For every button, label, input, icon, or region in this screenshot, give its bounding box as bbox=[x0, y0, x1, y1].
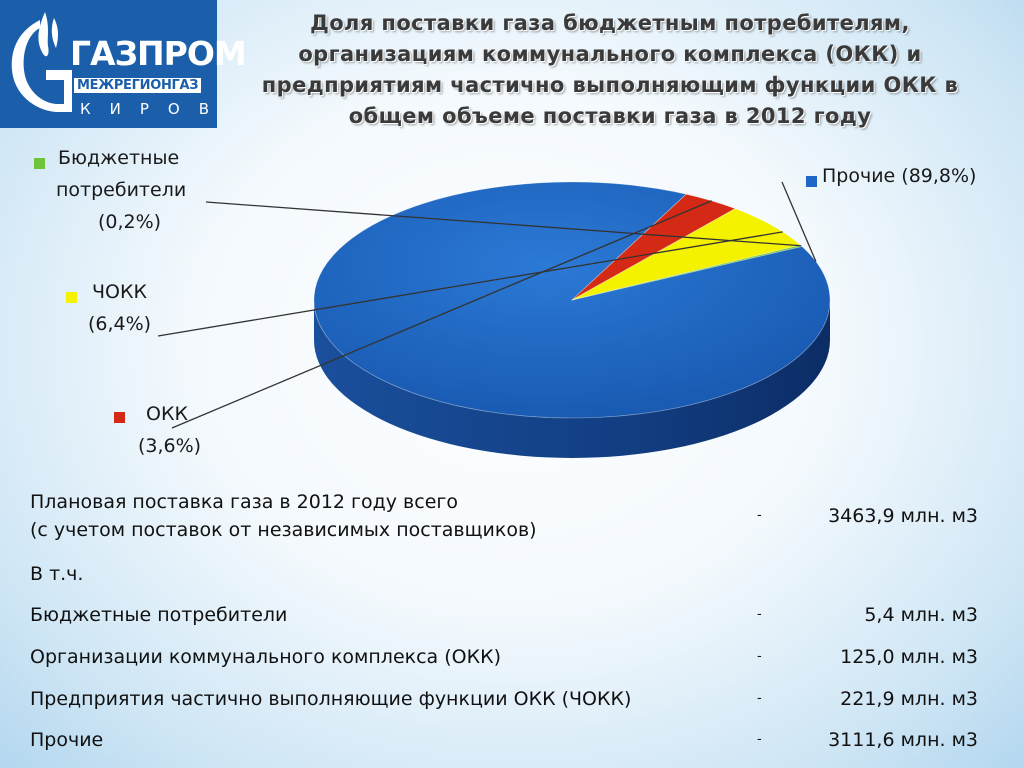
legend-label: потребители bbox=[56, 179, 186, 201]
legend-label: ЧОКК bbox=[92, 281, 147, 303]
row-label-line: Предприятия частично выполняющие функции… bbox=[30, 688, 632, 710]
legend-label: (3,6%) bbox=[138, 435, 201, 457]
company-logo: ГАЗПРОМ МЕЖРЕГИОНГАЗ КИРОВ bbox=[0, 0, 247, 128]
leader-line bbox=[205, 201, 802, 247]
legend-swatch bbox=[34, 158, 45, 169]
legend-swatch bbox=[66, 292, 77, 303]
row-label-line: Прочие bbox=[30, 729, 104, 751]
legend-swatch bbox=[806, 176, 817, 187]
page-title: Доля поставки газа бюджетным потребителя… bbox=[235, 8, 985, 132]
logo-brand: ГАЗПРОМ bbox=[70, 34, 247, 73]
row-dash: - bbox=[757, 649, 762, 664]
legend-group: Прочие (89,8%) Бюджетные потребители (0,2%)… bbox=[34, 147, 976, 457]
legend-label: ОКК bbox=[146, 403, 188, 425]
pie-slice bbox=[313, 181, 831, 419]
row-dash: - bbox=[757, 607, 762, 622]
flame-logo-icon bbox=[11, 12, 72, 112]
row-value: 3463,9 млн. м3 bbox=[828, 505, 978, 527]
logo-city: КИРОВ bbox=[80, 100, 229, 118]
legend-swatch bbox=[114, 412, 125, 423]
row-label-line: (с учетом поставок от независимых постав… bbox=[30, 519, 537, 541]
legend-label: Прочие (89,8%) bbox=[822, 165, 976, 187]
row-label: Бюджетные потребители bbox=[30, 601, 287, 629]
row-value: 221,9 млн. м3 bbox=[840, 688, 978, 710]
title-line: Доля поставки газа бюджетным потребителя… bbox=[310, 11, 910, 35]
legend-label: Бюджетные bbox=[58, 147, 179, 169]
row-label-line: Организации коммунального комплекса (ОКК… bbox=[30, 646, 501, 668]
title-line: общем объеме поставки газа в 2012 году bbox=[348, 104, 872, 128]
leader-line bbox=[781, 181, 817, 262]
row-dash: - bbox=[757, 732, 762, 747]
row-label-line: В т.ч. bbox=[30, 563, 84, 585]
title-line: предприятиям частично выполняющим функци… bbox=[261, 73, 959, 97]
row-dash: - bbox=[757, 691, 762, 706]
row-label: Плановая поставка газа в 2012 году всего… bbox=[30, 488, 537, 544]
legend-label: (0,2%) bbox=[98, 211, 161, 233]
row-label: Предприятия частично выполняющие функции… bbox=[30, 685, 631, 713]
row-value: 5,4 млн. м3 bbox=[864, 604, 978, 626]
legend-label: (6,4%) bbox=[88, 313, 151, 335]
pie-side-group bbox=[314, 300, 830, 458]
title-line: организациям коммунального комплекса (ОК… bbox=[298, 42, 922, 66]
pie-top-group bbox=[313, 181, 831, 419]
leader-line bbox=[157, 231, 783, 337]
row-label: Организации коммунального комплекса (ОКК… bbox=[30, 643, 501, 671]
pie-slice-side bbox=[314, 300, 830, 458]
row-dash: - bbox=[757, 508, 762, 523]
logo-subbrand: МЕЖРЕГИОНГАЗ bbox=[74, 78, 202, 93]
row-label-line: Бюджетные потребители bbox=[30, 604, 288, 626]
row-label-line: Плановая поставка газа в 2012 году всего bbox=[30, 491, 459, 513]
row-value: 3111,6 млн. м3 bbox=[828, 729, 978, 751]
pie-chart: Прочие (89,8%) Бюджетные потребители (0,2%)… bbox=[34, 147, 976, 458]
leader-line bbox=[171, 200, 712, 429]
row-label: Прочие bbox=[30, 726, 103, 754]
row-label: В т.ч. bbox=[30, 560, 83, 588]
row-value: 125,0 млн. м3 bbox=[840, 646, 978, 668]
